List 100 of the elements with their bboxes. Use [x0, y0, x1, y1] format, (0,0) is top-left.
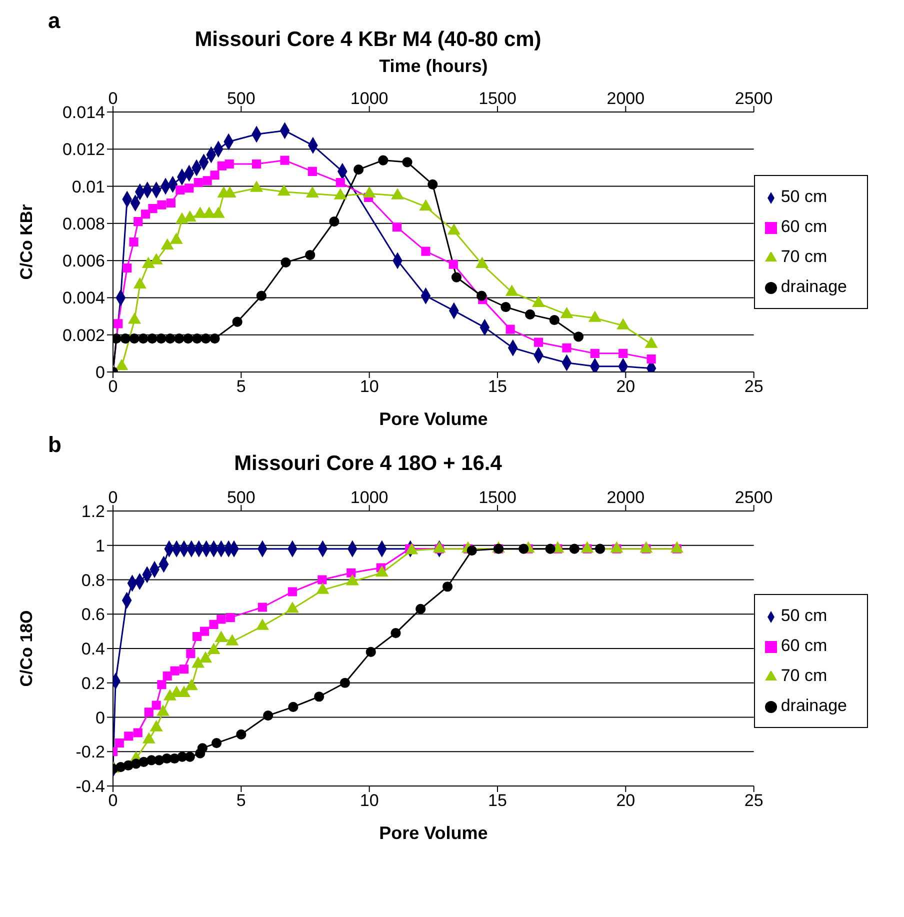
point: [518, 544, 529, 554]
point: [506, 285, 518, 296]
x-axis-title: Pore Volume: [379, 409, 488, 429]
point: [142, 257, 155, 268]
text: b: [48, 432, 62, 458]
point: [199, 652, 212, 663]
point: [147, 334, 158, 344]
point: [534, 338, 544, 347]
legend-label: drainage: [780, 277, 847, 296]
x2-tick-label: 1000: [350, 488, 388, 507]
point: [179, 664, 189, 674]
point: [336, 178, 345, 188]
point: [549, 314, 560, 326]
point: [184, 184, 194, 193]
point: [208, 643, 220, 654]
point: [354, 164, 364, 175]
point: [165, 334, 176, 344]
x-tick-label: 20: [616, 377, 636, 396]
point: [156, 705, 170, 716]
point: [334, 188, 346, 200]
point: [216, 614, 226, 624]
point: [329, 216, 340, 227]
point: [192, 632, 202, 641]
y-axis-title: C/Co 18O: [17, 610, 36, 687]
point: [645, 337, 658, 348]
point: [616, 318, 630, 330]
x2-tick-label: 0: [108, 488, 118, 507]
point: [476, 257, 488, 268]
point: [192, 656, 204, 668]
point: [466, 545, 477, 556]
x2-tick-label: 2000: [606, 89, 645, 108]
x2-tick-label: 2000: [606, 488, 645, 507]
point: [366, 646, 376, 657]
point: [226, 613, 235, 622]
x2-tick-label: 0: [108, 89, 118, 108]
point: [162, 671, 172, 681]
point: [316, 583, 329, 594]
point: [232, 316, 242, 327]
point: [390, 628, 401, 638]
point: [152, 700, 161, 710]
point: [346, 574, 359, 586]
x2-tick-label: 1500: [478, 488, 516, 507]
point: [176, 185, 185, 195]
point: [573, 332, 584, 342]
point: [212, 738, 222, 748]
point: [581, 542, 594, 553]
point: [346, 568, 356, 578]
point: [116, 359, 128, 370]
point: [150, 254, 162, 264]
point: [114, 738, 124, 748]
point: [161, 238, 174, 250]
y-tick-label: 0.01: [72, 177, 105, 196]
point: [314, 692, 324, 702]
point: [186, 649, 196, 658]
point: [170, 666, 180, 676]
y-tick-label: 0.004: [62, 288, 105, 308]
point: [157, 200, 166, 210]
point: [142, 732, 156, 744]
point: [256, 290, 266, 301]
y-tick-label: 0.002: [62, 326, 105, 345]
point: [545, 544, 556, 554]
y-tick-label: 0.2: [81, 674, 105, 693]
point: [194, 178, 203, 188]
point: [170, 233, 182, 244]
point: [212, 207, 224, 218]
x2-axis-title: Time (hours): [379, 56, 488, 76]
point: [122, 263, 132, 273]
x2-tick-label: 1500: [478, 89, 516, 108]
point: [252, 159, 262, 169]
x2-tick-label: 2500: [734, 89, 773, 108]
point: [200, 626, 210, 636]
point: [532, 296, 545, 308]
x2-tick-label: 500: [226, 89, 256, 108]
point: [640, 542, 652, 553]
point: [124, 732, 134, 741]
point: [378, 155, 388, 166]
point: [133, 728, 142, 738]
point: [148, 204, 158, 214]
point: [670, 542, 684, 553]
y-tick-label: 0.006: [62, 252, 105, 271]
point: [183, 334, 194, 344]
point: [150, 720, 162, 732]
y-tick-label: 0: [96, 708, 105, 728]
point: [128, 312, 141, 324]
point: [560, 307, 573, 318]
x-tick-label: 10: [360, 791, 379, 810]
point: [506, 324, 515, 334]
x-tick-label: 15: [488, 791, 507, 810]
x-tick-label: 25: [744, 377, 764, 396]
point: [448, 260, 458, 269]
point: [141, 210, 150, 219]
point: [144, 708, 154, 717]
point: [192, 334, 202, 344]
y-tick-label: 0.8: [81, 570, 105, 590]
point: [280, 156, 290, 165]
point: [157, 680, 166, 690]
point: [278, 184, 290, 196]
point: [428, 179, 438, 190]
point: [176, 212, 188, 224]
point: [442, 582, 453, 592]
